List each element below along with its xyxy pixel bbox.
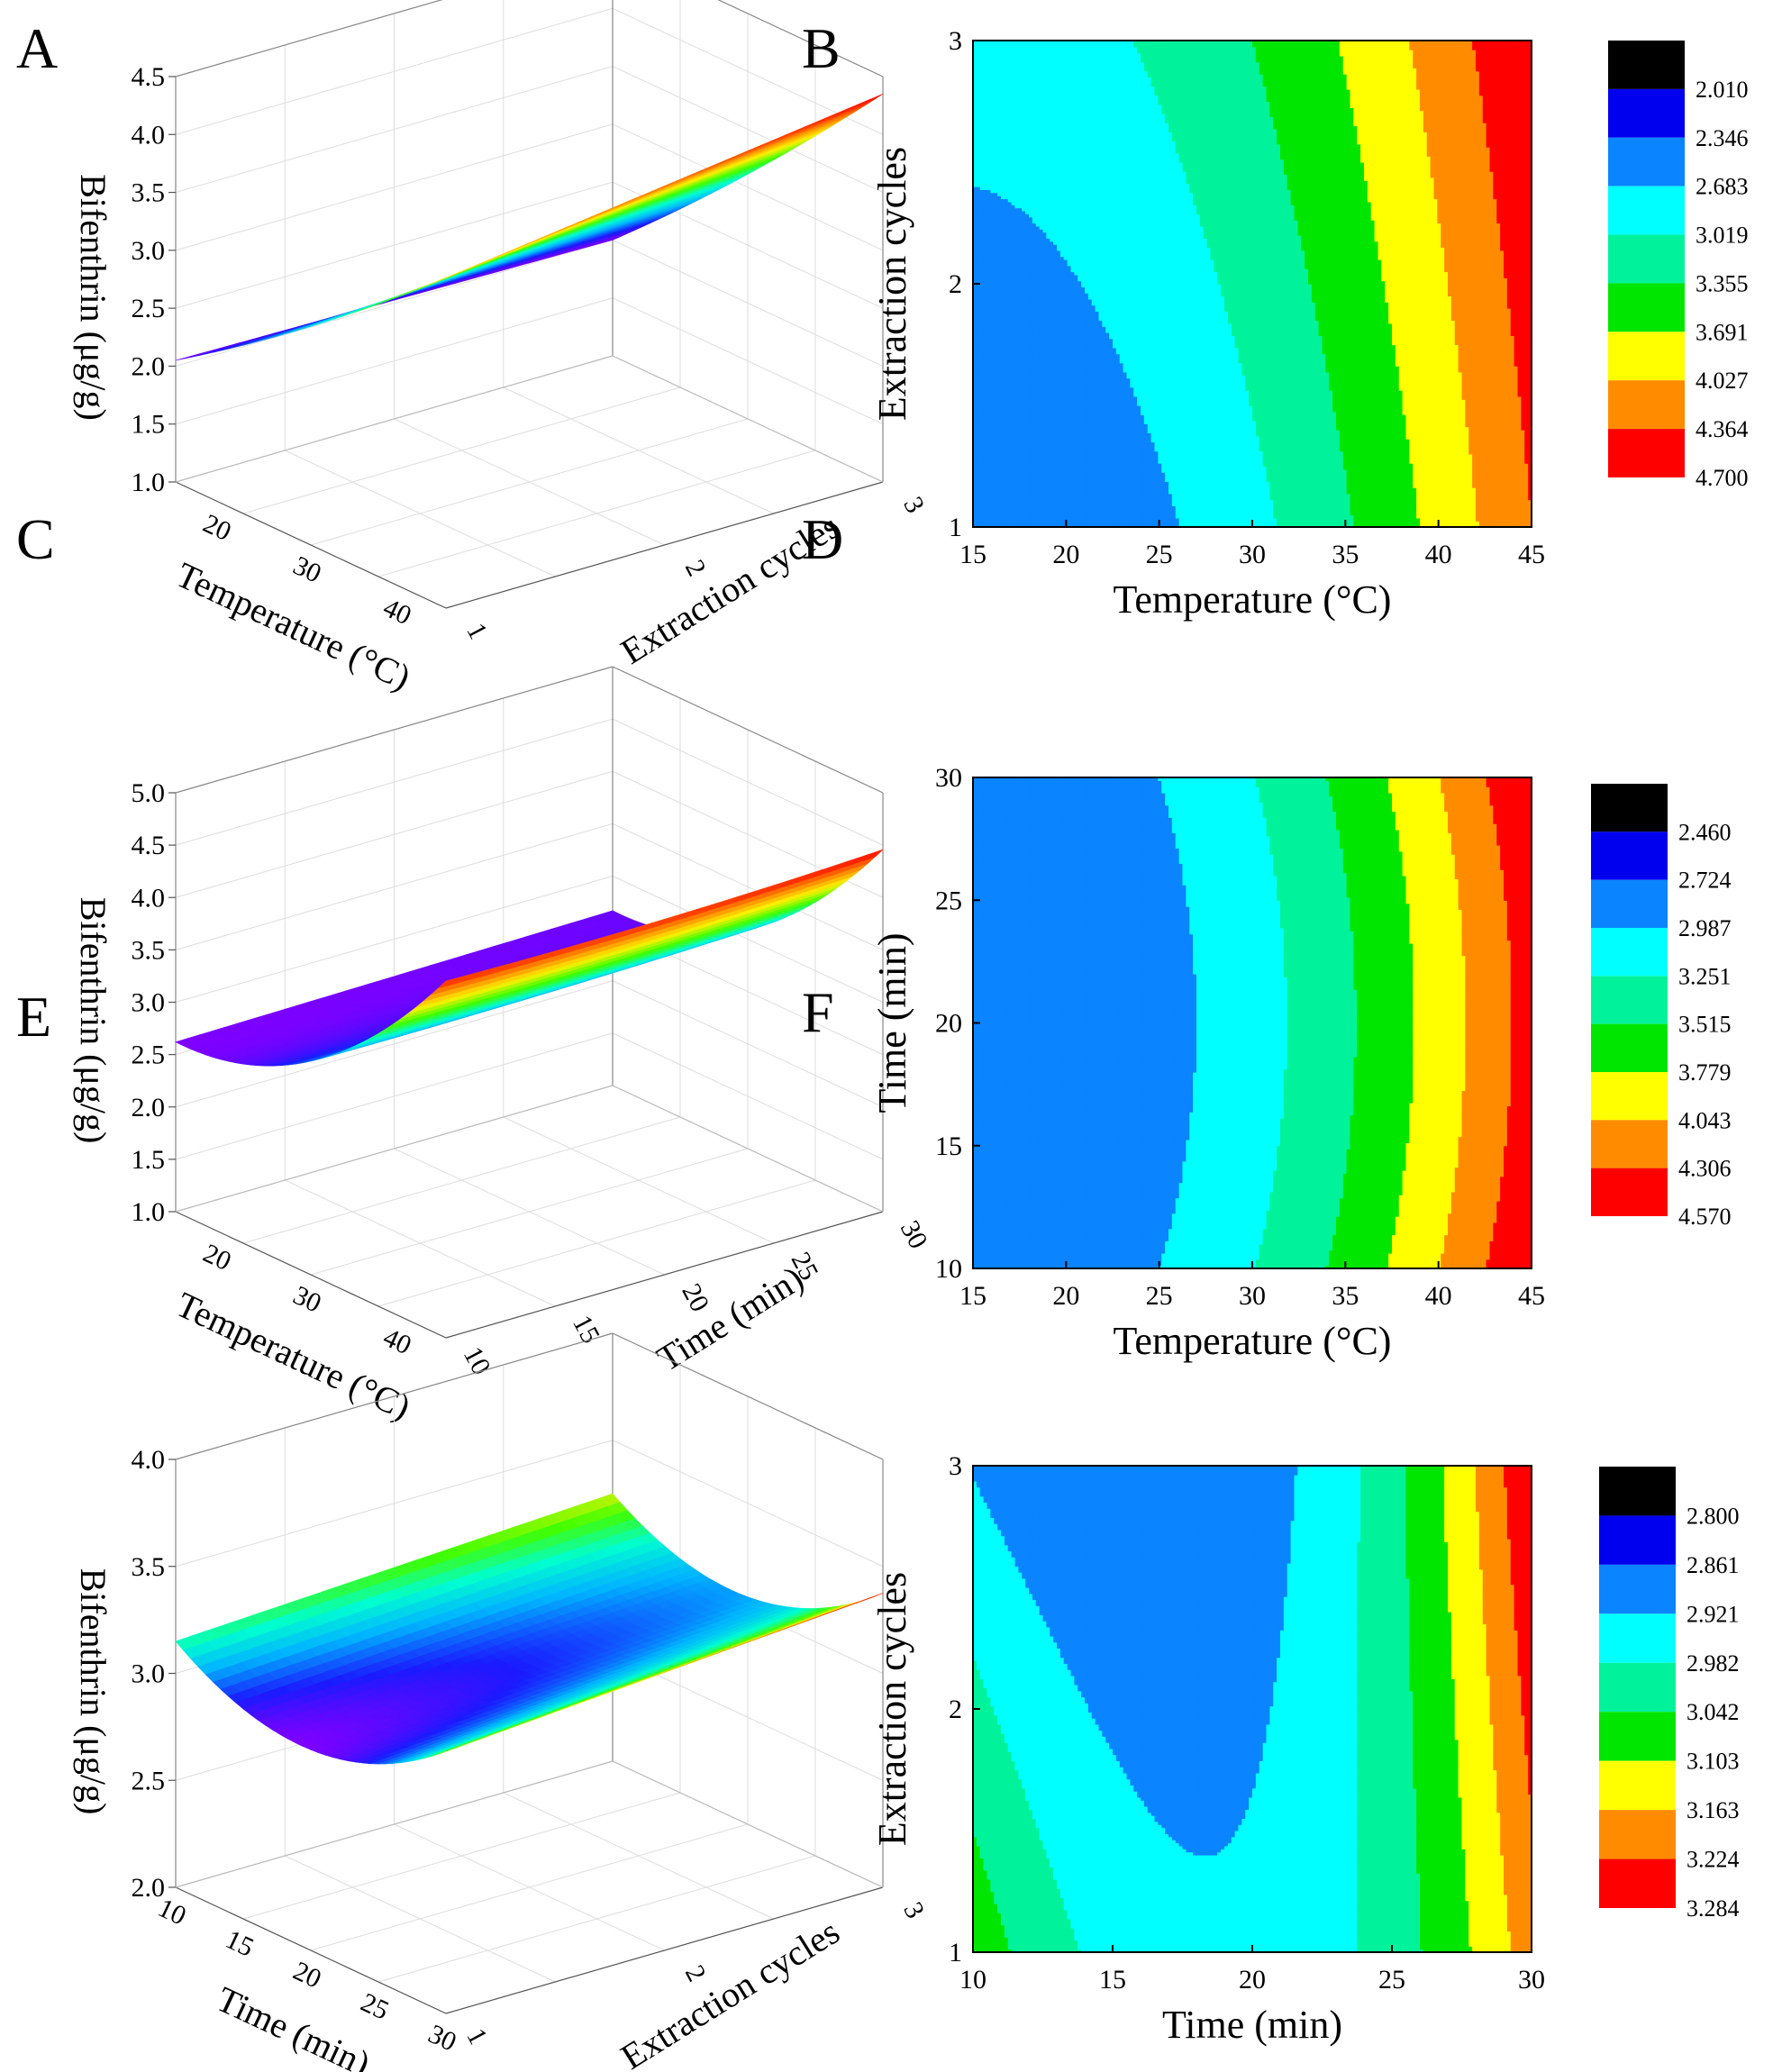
grid-line — [285, 450, 555, 577]
figure-canvas: A1.01.52.02.53.03.54.04.5203040123Bifent… — [0, 0, 1782, 2072]
figure-root: A1.01.52.02.53.03.54.04.5203040123Bifent… — [16, 0, 1749, 2072]
grid-line — [395, 419, 665, 545]
panel-label-a: A — [16, 16, 58, 80]
panel-a: A1.01.52.02.53.03.54.04.5203040123Bifent… — [16, 0, 930, 698]
surface — [176, 94, 883, 360]
grid-line — [504, 387, 774, 513]
